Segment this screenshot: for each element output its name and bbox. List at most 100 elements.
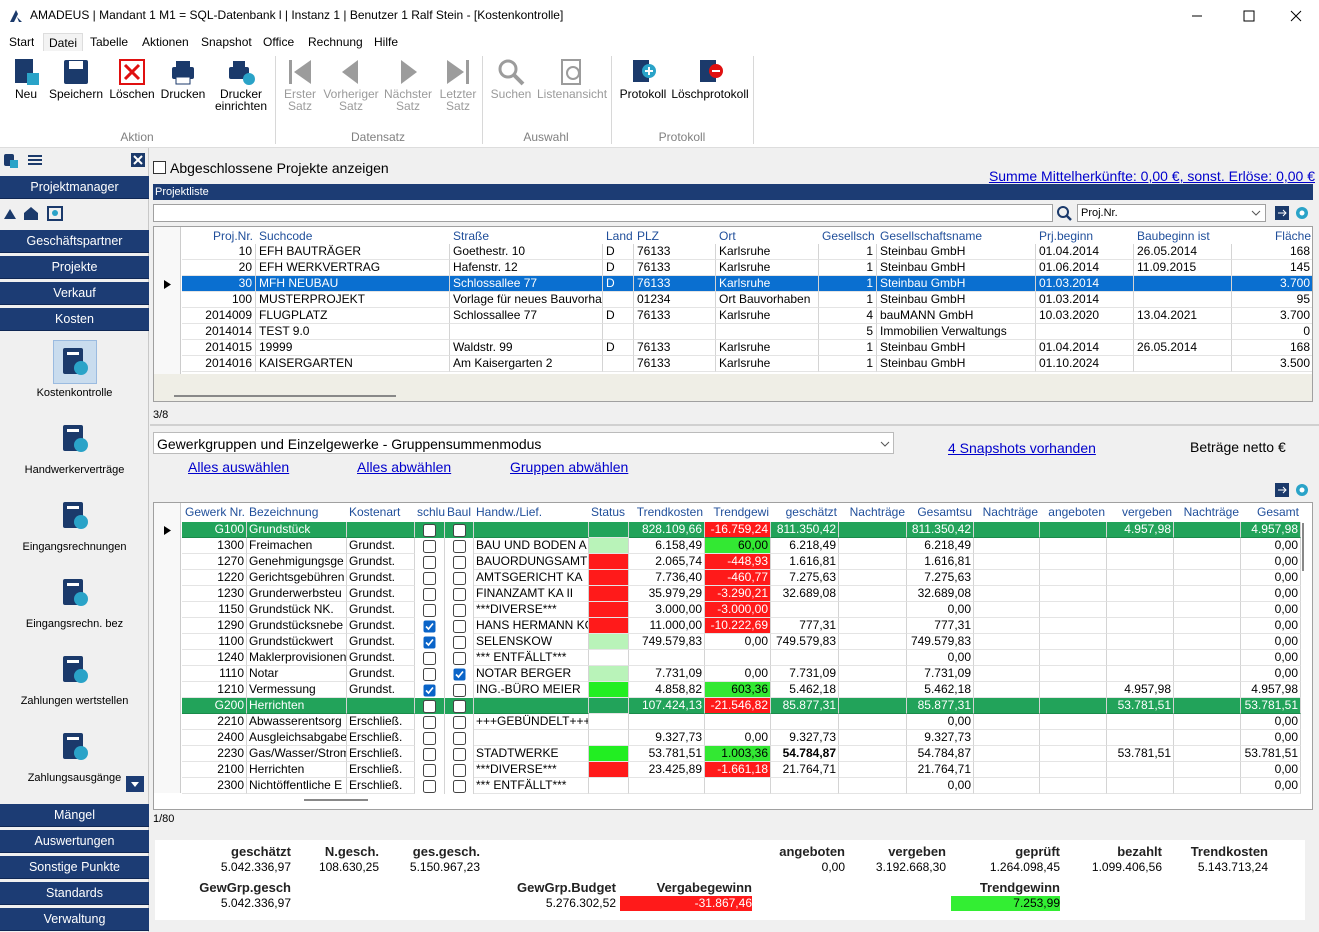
column-header[interactable]: Proj.Nr. <box>212 229 253 243</box>
table-cell[interactable]: 1 <box>819 356 877 372</box>
nav-button[interactable]: Standards <box>0 882 149 905</box>
table-cell[interactable]: 3.000,00 <box>629 602 705 618</box>
table-cell[interactable] <box>1174 538 1241 554</box>
table-cell[interactable]: Schlossallee 77 <box>450 308 603 324</box>
sidebar-scroll-down[interactable] <box>126 776 144 792</box>
table-cell[interactable]: Grundst. <box>347 666 415 682</box>
table-cell[interactable]: 76133 <box>634 244 716 260</box>
menu-item[interactable]: Tabelle <box>90 35 129 49</box>
table-cell[interactable]: 749.579,83 <box>771 634 839 650</box>
nav-button[interactable]: Auswertungen <box>0 830 149 853</box>
menu-item[interactable]: Datei <box>43 33 84 51</box>
table-cell[interactable]: 0,00 <box>1241 570 1301 586</box>
table-cell[interactable]: D <box>603 276 634 292</box>
table-cell[interactable]: 21.764,71 <box>771 762 839 778</box>
table-cell[interactable]: 3.700 <box>1232 308 1312 324</box>
table-cell[interactable]: *** ENTFÄLLT*** <box>474 650 589 666</box>
table-cell[interactable]: -3.000,00 <box>705 602 771 618</box>
table-cell[interactable] <box>1174 602 1241 618</box>
table-cell[interactable]: 30 <box>182 276 256 292</box>
table-cell[interactable]: Steinbau GmbH <box>877 260 1036 276</box>
selection-link[interactable]: Alles abwählen <box>357 459 452 475</box>
table-cell[interactable] <box>1040 714 1107 730</box>
table-cell[interactable]: Karlsruhe <box>716 260 819 276</box>
selection-link[interactable]: Gruppen abwählen <box>510 459 629 475</box>
sidebar-item-label[interactable]: Eingangsrechnungen <box>22 541 127 553</box>
menu-item[interactable]: Snapshot <box>201 35 252 49</box>
table-cell[interactable]: Ort Bauvorhaben <box>716 292 819 308</box>
table-cell[interactable]: 7.275,63 <box>771 570 839 586</box>
table-cell[interactable] <box>1174 698 1241 714</box>
table-cell[interactable]: 1 <box>819 260 877 276</box>
table-cell[interactable]: Grundstücksnebe <box>247 618 347 634</box>
table-cell[interactable] <box>450 324 603 340</box>
table-cell[interactable]: Grunderwerbsteu <box>247 586 347 602</box>
table-cell[interactable]: Steinbau GmbH <box>877 276 1036 292</box>
sidebar-item-icon[interactable] <box>59 731 91 763</box>
sidebar-item-icon[interactable] <box>59 346 91 378</box>
table-cell[interactable]: 0,00 <box>1241 650 1301 666</box>
table-cell[interactable]: 2300 <box>182 778 247 794</box>
table-cell[interactable]: 10 <box>182 244 256 260</box>
table-cell[interactable]: 0,00 <box>1241 602 1301 618</box>
checkbox[interactable] <box>453 524 466 537</box>
table-cell[interactable] <box>1107 618 1174 634</box>
table-cell[interactable] <box>974 618 1040 634</box>
column-header[interactable]: Prj.beginn <box>1039 229 1094 243</box>
table-cell[interactable]: Notar <box>247 666 347 682</box>
export-button[interactable] <box>1274 482 1290 498</box>
table-cell[interactable] <box>347 522 415 538</box>
table-cell[interactable] <box>474 698 589 714</box>
column-header[interactable]: Kostenart <box>349 505 401 519</box>
table-cell[interactable]: Maklerprovisionen <box>247 650 347 666</box>
table-cell[interactable]: 1 <box>819 244 877 260</box>
table-cell[interactable]: 0 <box>1232 324 1312 340</box>
table-cell[interactable] <box>1040 762 1107 778</box>
table-cell[interactable]: Grundst. <box>347 570 415 586</box>
table-cell[interactable]: G200 <box>182 698 247 714</box>
table-cell[interactable] <box>1107 586 1174 602</box>
table-cell[interactable]: 76133 <box>634 260 716 276</box>
table-cell[interactable] <box>839 570 907 586</box>
table-cell[interactable]: 5.462,18 <box>771 682 839 698</box>
checkbox[interactable] <box>423 668 436 681</box>
table-cell[interactable]: 2400 <box>182 730 247 746</box>
table-cell[interactable]: 0,00 <box>1241 554 1301 570</box>
table-cell[interactable] <box>1040 602 1107 618</box>
table-cell[interactable]: 76133 <box>634 356 716 372</box>
checkbox[interactable] <box>453 732 466 745</box>
table-cell[interactable]: SELENSKOW <box>474 634 589 650</box>
table-cell[interactable]: 4.957,98 <box>1241 682 1301 698</box>
column-header[interactable]: Gewerk Nr. <box>184 505 245 519</box>
table-cell[interactable]: Grundst. <box>347 586 415 602</box>
table-cell[interactable]: 01.04.2014 <box>1036 340 1134 356</box>
table-cell[interactable]: Grundst. <box>347 618 415 634</box>
table-cell[interactable]: 0,00 <box>705 634 771 650</box>
table-cell[interactable] <box>1174 762 1241 778</box>
checkbox[interactable] <box>423 572 436 585</box>
ribbon-icon[interactable] <box>628 57 658 87</box>
menu-item[interactable]: Hilfe <box>374 35 399 49</box>
table-cell[interactable] <box>839 538 907 554</box>
sidebar-item-icon[interactable] <box>59 577 91 609</box>
table-cell[interactable]: 01.06.2014 <box>1036 260 1134 276</box>
table-cell[interactable]: 2210 <box>182 714 247 730</box>
table-cell[interactable]: 54.784,87 <box>907 746 974 762</box>
checkbox[interactable] <box>423 684 436 697</box>
table-cell[interactable]: 4 <box>819 308 877 324</box>
table-cell[interactable]: 6.218,49 <box>771 538 839 554</box>
checkbox[interactable] <box>453 588 466 601</box>
table-cell[interactable]: 0,00 <box>907 650 974 666</box>
table-cell[interactable]: Grundst. <box>347 602 415 618</box>
table-cell[interactable]: 7.275,63 <box>907 570 974 586</box>
settings-button[interactable] <box>1294 482 1310 498</box>
checkbox[interactable] <box>423 636 436 649</box>
table-cell[interactable] <box>839 746 907 762</box>
table-cell[interactable] <box>839 602 907 618</box>
table-cell[interactable] <box>839 666 907 682</box>
menu-item[interactable]: Aktionen <box>142 35 189 49</box>
table-cell[interactable]: 85.877,31 <box>771 698 839 714</box>
table-cell[interactable] <box>1174 746 1241 762</box>
table-cell[interactable] <box>1040 650 1107 666</box>
table-cell[interactable] <box>974 682 1040 698</box>
